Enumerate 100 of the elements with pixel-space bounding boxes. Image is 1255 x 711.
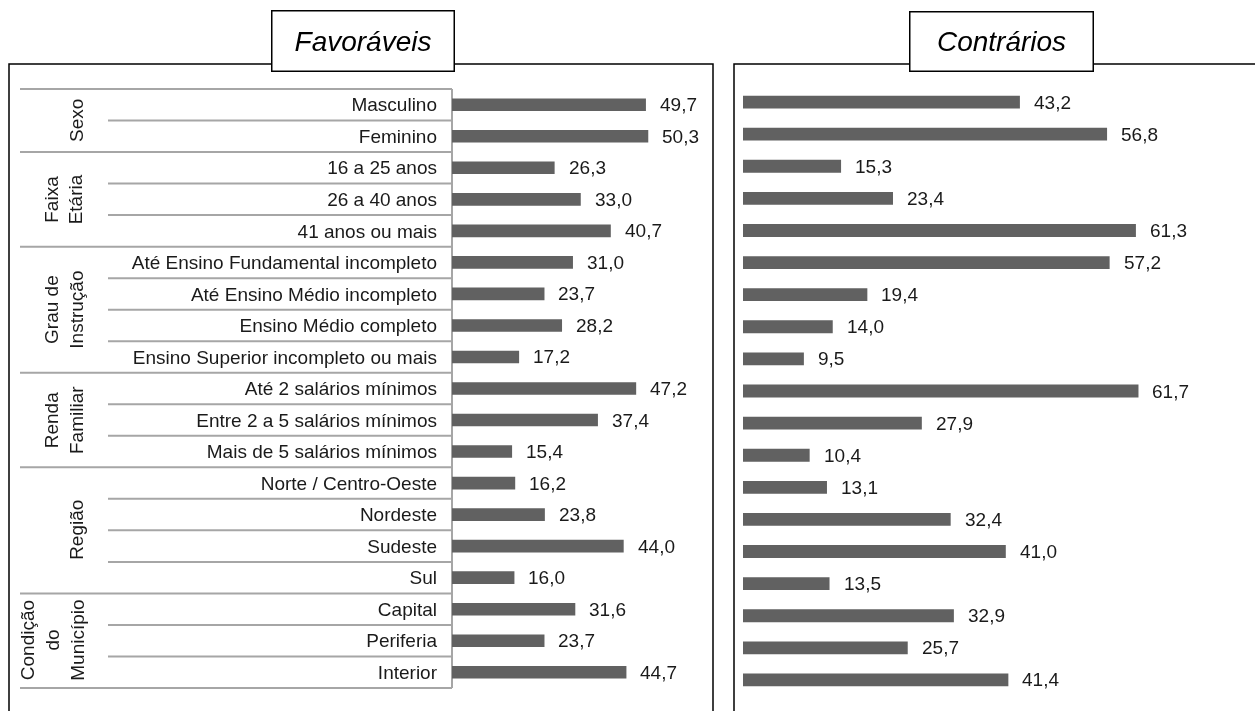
- data-label: 17,2: [533, 346, 570, 367]
- y-tick-label: Entre 2 a 5 salários mínimos: [196, 409, 437, 431]
- bar: [743, 673, 1009, 687]
- bar: [743, 320, 833, 334]
- bar: [452, 571, 515, 584]
- bar: [743, 352, 804, 366]
- bar: [452, 129, 649, 143]
- data-label: 47,2: [650, 378, 687, 399]
- data-label: 25,7: [922, 637, 959, 658]
- bar: [743, 191, 893, 205]
- data-label: 44,7: [640, 662, 677, 683]
- bar: [452, 224, 611, 238]
- y-tick-label: Sul: [409, 567, 437, 589]
- data-label: 37,4: [612, 410, 650, 431]
- y-tick-label: Até Ensino Médio incompleto: [190, 283, 437, 305]
- bar: [743, 288, 868, 302]
- bar: [452, 539, 624, 553]
- bar: [452, 445, 513, 458]
- data-label: 57,2: [1124, 252, 1161, 273]
- bar: [452, 193, 581, 206]
- data-label: 15,4: [526, 441, 564, 462]
- bar: [743, 480, 827, 494]
- data-label: 14,0: [847, 316, 884, 337]
- bar: [452, 287, 545, 301]
- y-tick-label: Mais de 5 salários mínimos: [206, 441, 437, 463]
- data-label: 16,0: [528, 567, 565, 588]
- bar: [452, 319, 563, 332]
- bar: [452, 476, 516, 490]
- text: Grau de Instrução: [41, 270, 88, 349]
- data-label: 23,7: [558, 630, 595, 651]
- data-label: 33,0: [595, 189, 632, 210]
- data-label: 26,3: [569, 157, 606, 178]
- y-tick-label: Feminino: [358, 125, 437, 147]
- bar: [452, 256, 573, 269]
- bar: [452, 665, 627, 679]
- y-tick-label: Capital: [377, 598, 437, 620]
- text: Região: [66, 499, 88, 560]
- bar: [743, 256, 1110, 269]
- data-label: 23,8: [559, 504, 596, 525]
- y-tick-label: Ensino Médio completo: [239, 315, 437, 337]
- text: Sexo: [65, 98, 87, 143]
- bar: [743, 159, 842, 173]
- data-label: 43,2: [1034, 92, 1071, 113]
- bar: [743, 641, 908, 655]
- bar: [452, 161, 555, 175]
- data-label: 61,3: [1150, 220, 1187, 241]
- data-label: 40,7: [625, 220, 662, 241]
- y-tick-label: 41 anos ou mais: [297, 220, 437, 242]
- y-tick-label: Interior: [377, 661, 438, 683]
- data-label: 44,0: [638, 536, 675, 557]
- chart-title: Contrários: [936, 26, 1067, 57]
- data-label: 13,5: [844, 573, 881, 594]
- bar: [743, 448, 810, 462]
- data-label: 19,4: [881, 284, 919, 305]
- bar: [743, 577, 830, 591]
- bar: [452, 602, 576, 616]
- text: Renda Familiar: [40, 385, 87, 455]
- y-tick-label: Nordeste: [359, 504, 437, 526]
- y-tick-label: 16 a 25 anos: [327, 157, 437, 179]
- bar: [452, 382, 637, 395]
- data-label: 31,6: [589, 599, 626, 620]
- y-tick-label: 26 a 40 anos: [327, 188, 437, 210]
- data-label: 61,7: [1152, 381, 1189, 402]
- data-label: 13,1: [841, 477, 878, 498]
- data-label: 16,2: [529, 473, 566, 494]
- data-label: 31,0: [587, 252, 624, 273]
- y-tick-label: Masculino: [351, 94, 437, 116]
- bar: [743, 545, 1006, 558]
- data-label: 41,0: [1020, 541, 1057, 562]
- data-label: 28,2: [576, 315, 613, 336]
- data-label: 15,3: [855, 156, 892, 177]
- data-label: 23,7: [558, 283, 595, 304]
- data-label: 9,5: [818, 348, 845, 369]
- text: Condição do Município: [17, 599, 88, 681]
- data-label: 10,4: [824, 445, 862, 466]
- y-tick-label: Até 2 salários mínimos: [244, 378, 437, 400]
- data-label: 32,9: [968, 605, 1005, 626]
- bar: [743, 127, 1108, 141]
- bar: [452, 350, 520, 364]
- y-tick-label: Periferia: [366, 630, 438, 652]
- data-label: 56,8: [1121, 124, 1158, 145]
- data-label: 27,9: [936, 413, 973, 434]
- y-tick-label: Sudeste: [367, 535, 437, 557]
- data-label: 41,4: [1022, 669, 1060, 690]
- bar: [452, 413, 598, 427]
- data-label: 23,4: [907, 188, 945, 209]
- bar: [743, 384, 1139, 398]
- bar: [743, 224, 1136, 237]
- bar: [452, 508, 545, 521]
- bar: [452, 634, 545, 648]
- bar: [743, 95, 1020, 109]
- bar: [743, 513, 951, 526]
- data-label: 32,4: [965, 509, 1003, 530]
- y-tick-label: Ensino Superior incompleto ou mais: [132, 346, 437, 368]
- bar: [452, 98, 646, 112]
- bar: [743, 416, 922, 430]
- y-tick-label: Norte / Centro-Oeste: [260, 472, 437, 494]
- data-label: 50,3: [662, 126, 699, 147]
- bar: [743, 609, 954, 623]
- data-label: 49,7: [660, 94, 697, 115]
